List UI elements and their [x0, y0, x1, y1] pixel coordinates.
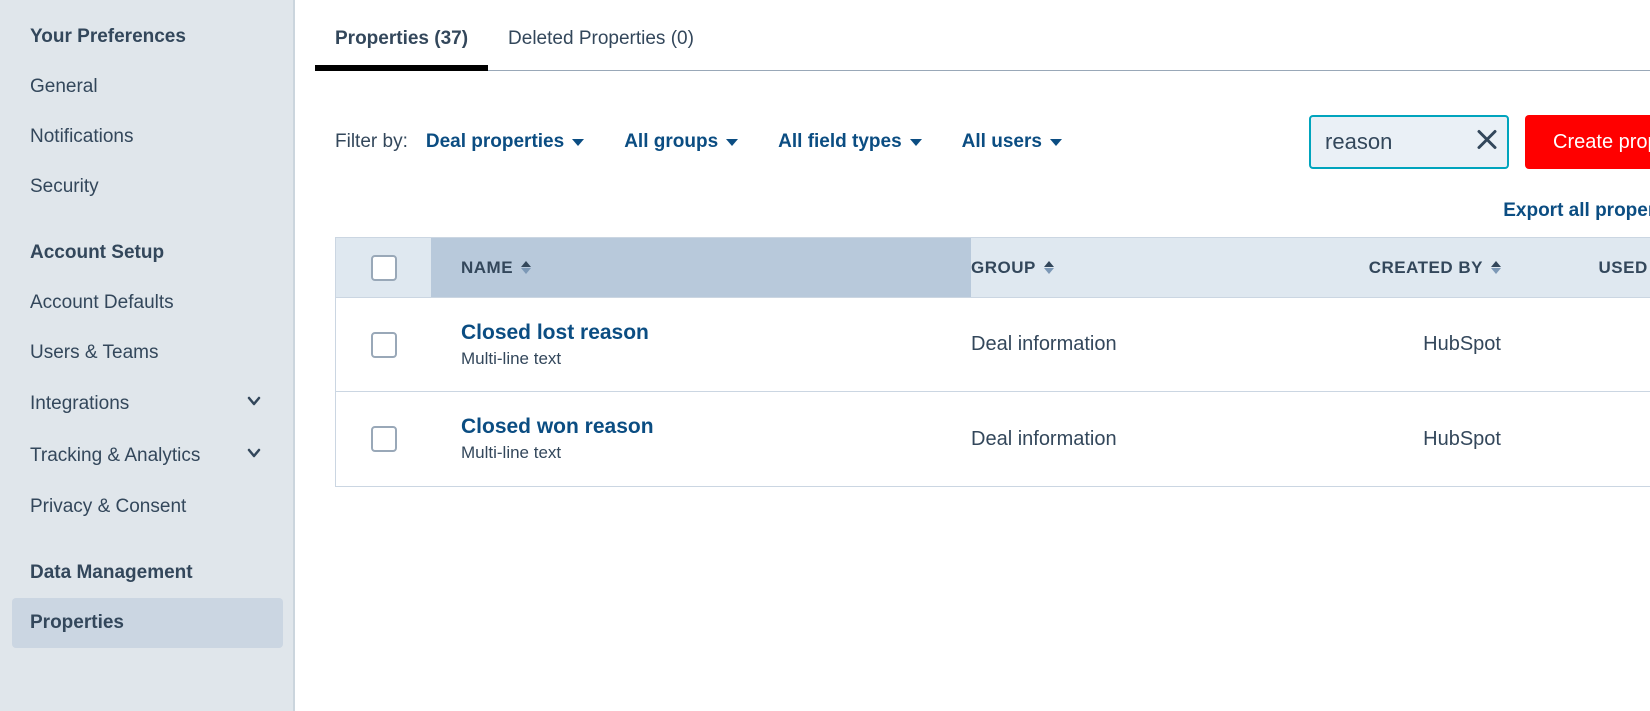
main-content: Properties (37)Deleted Properties (0) Fi…	[295, 0, 1650, 711]
export-all-label: Export all properties	[1503, 200, 1650, 222]
row-checkbox[interactable]	[371, 332, 397, 358]
column-header-group[interactable]: GROUP	[971, 238, 1241, 297]
sidebar-item-security[interactable]: Security	[0, 162, 293, 212]
sidebar-item-label: Security	[30, 176, 99, 198]
sidebar-item-label: Integrations	[30, 393, 129, 415]
select-all-checkbox[interactable]	[371, 255, 397, 281]
cell-used-in: 0	[1501, 333, 1650, 356]
sidebar-item-label: Notifications	[30, 126, 134, 148]
caret-down-icon	[910, 139, 922, 146]
sidebar-item-label: Account Defaults	[30, 292, 174, 314]
sort-icon	[521, 261, 531, 274]
sidebar-item-label: General	[30, 76, 98, 98]
sidebar-item-integrations[interactable]: Integrations	[0, 378, 293, 430]
tab[interactable]: Deleted Properties (0)	[488, 18, 714, 70]
cell-group: Deal information	[971, 428, 1241, 451]
filter-dropdown-label: All users	[962, 131, 1042, 153]
caret-down-icon	[726, 139, 738, 146]
filter-dropdown-label: Deal properties	[426, 131, 564, 153]
cell-group: Deal information	[971, 333, 1241, 356]
sidebar-item-properties[interactable]: Properties	[12, 598, 283, 648]
property-field-type: Multi-line text	[461, 443, 971, 463]
chevron-down-icon	[245, 444, 263, 468]
sidebar-section-header: Your Preferences	[0, 18, 293, 62]
column-header-name[interactable]: NAME	[431, 238, 971, 297]
sidebar-item-privacy-consent[interactable]: Privacy & Consent	[0, 482, 293, 532]
caret-down-icon	[572, 139, 584, 146]
caret-down-icon	[1050, 139, 1062, 146]
sidebar-item-label: Users & Teams	[30, 342, 158, 364]
table-row: Closed won reason Multi-line textDeal inf…	[336, 392, 1650, 486]
export-all-link[interactable]: Export all properties	[1503, 199, 1650, 223]
sidebar-item-tracking-analytics[interactable]: Tracking & Analytics	[0, 430, 293, 482]
filter-bar: Filter by: Deal properties All groups All …	[295, 71, 1650, 189]
sidebar-item-label: Privacy & Consent	[30, 496, 186, 518]
column-header-used-in[interactable]: USED IN	[1501, 238, 1650, 297]
cell-created-by: HubSpot	[1241, 333, 1501, 356]
sidebar-item-general[interactable]: General	[0, 62, 293, 112]
tab[interactable]: Properties (37)	[315, 18, 488, 70]
property-name-link[interactable]: Closed lost reason	[461, 321, 971, 345]
filter-dropdown-label: All groups	[624, 131, 718, 153]
tab-bar: Properties (37)Deleted Properties (0)	[315, 18, 1650, 71]
sidebar-section-header: Account Setup	[0, 234, 293, 278]
sidebar-item-account-defaults[interactable]: Account Defaults	[0, 278, 293, 328]
sidebar-item-users-teams[interactable]: Users & Teams	[0, 328, 293, 378]
sort-icon	[1491, 261, 1501, 274]
search-box	[1309, 115, 1509, 169]
property-name-link[interactable]: Closed won reason	[461, 415, 971, 439]
filter-users[interactable]: All users	[962, 131, 1062, 153]
sort-icon	[1044, 261, 1054, 274]
create-property-button[interactable]: Create property	[1525, 115, 1650, 169]
clear-search-icon[interactable]	[1477, 130, 1497, 155]
row-checkbox[interactable]	[371, 426, 397, 452]
column-header-created-by[interactable]: CREATED BY	[1241, 238, 1501, 297]
table-header: NAME GROUP CREATED BY USED IN	[336, 238, 1650, 298]
sidebar-section-header: Data Management	[0, 554, 293, 598]
sidebar-item-label: Tracking & Analytics	[30, 445, 200, 467]
property-field-type: Multi-line text	[461, 349, 971, 369]
properties-table: NAME GROUP CREATED BY USED IN Closed los…	[335, 237, 1650, 487]
filter-dropdown-label: All field types	[778, 131, 902, 153]
settings-sidebar: Your Preferences General Notifications Secu…	[0, 0, 295, 711]
cell-created-by: HubSpot	[1241, 428, 1501, 451]
sidebar-item-notifications[interactable]: Notifications	[0, 112, 293, 162]
filter-by-label: Filter by:	[335, 131, 408, 153]
filter-object-type[interactable]: Deal properties	[426, 131, 584, 153]
filter-field-types[interactable]: All field types	[778, 131, 922, 153]
table-row: Closed lost reason Multi-line textDeal in…	[336, 298, 1650, 392]
sidebar-item-label: Properties	[30, 612, 124, 634]
filter-groups[interactable]: All groups	[624, 131, 738, 153]
chevron-down-icon	[245, 392, 263, 416]
cell-used-in: 0	[1501, 428, 1650, 451]
